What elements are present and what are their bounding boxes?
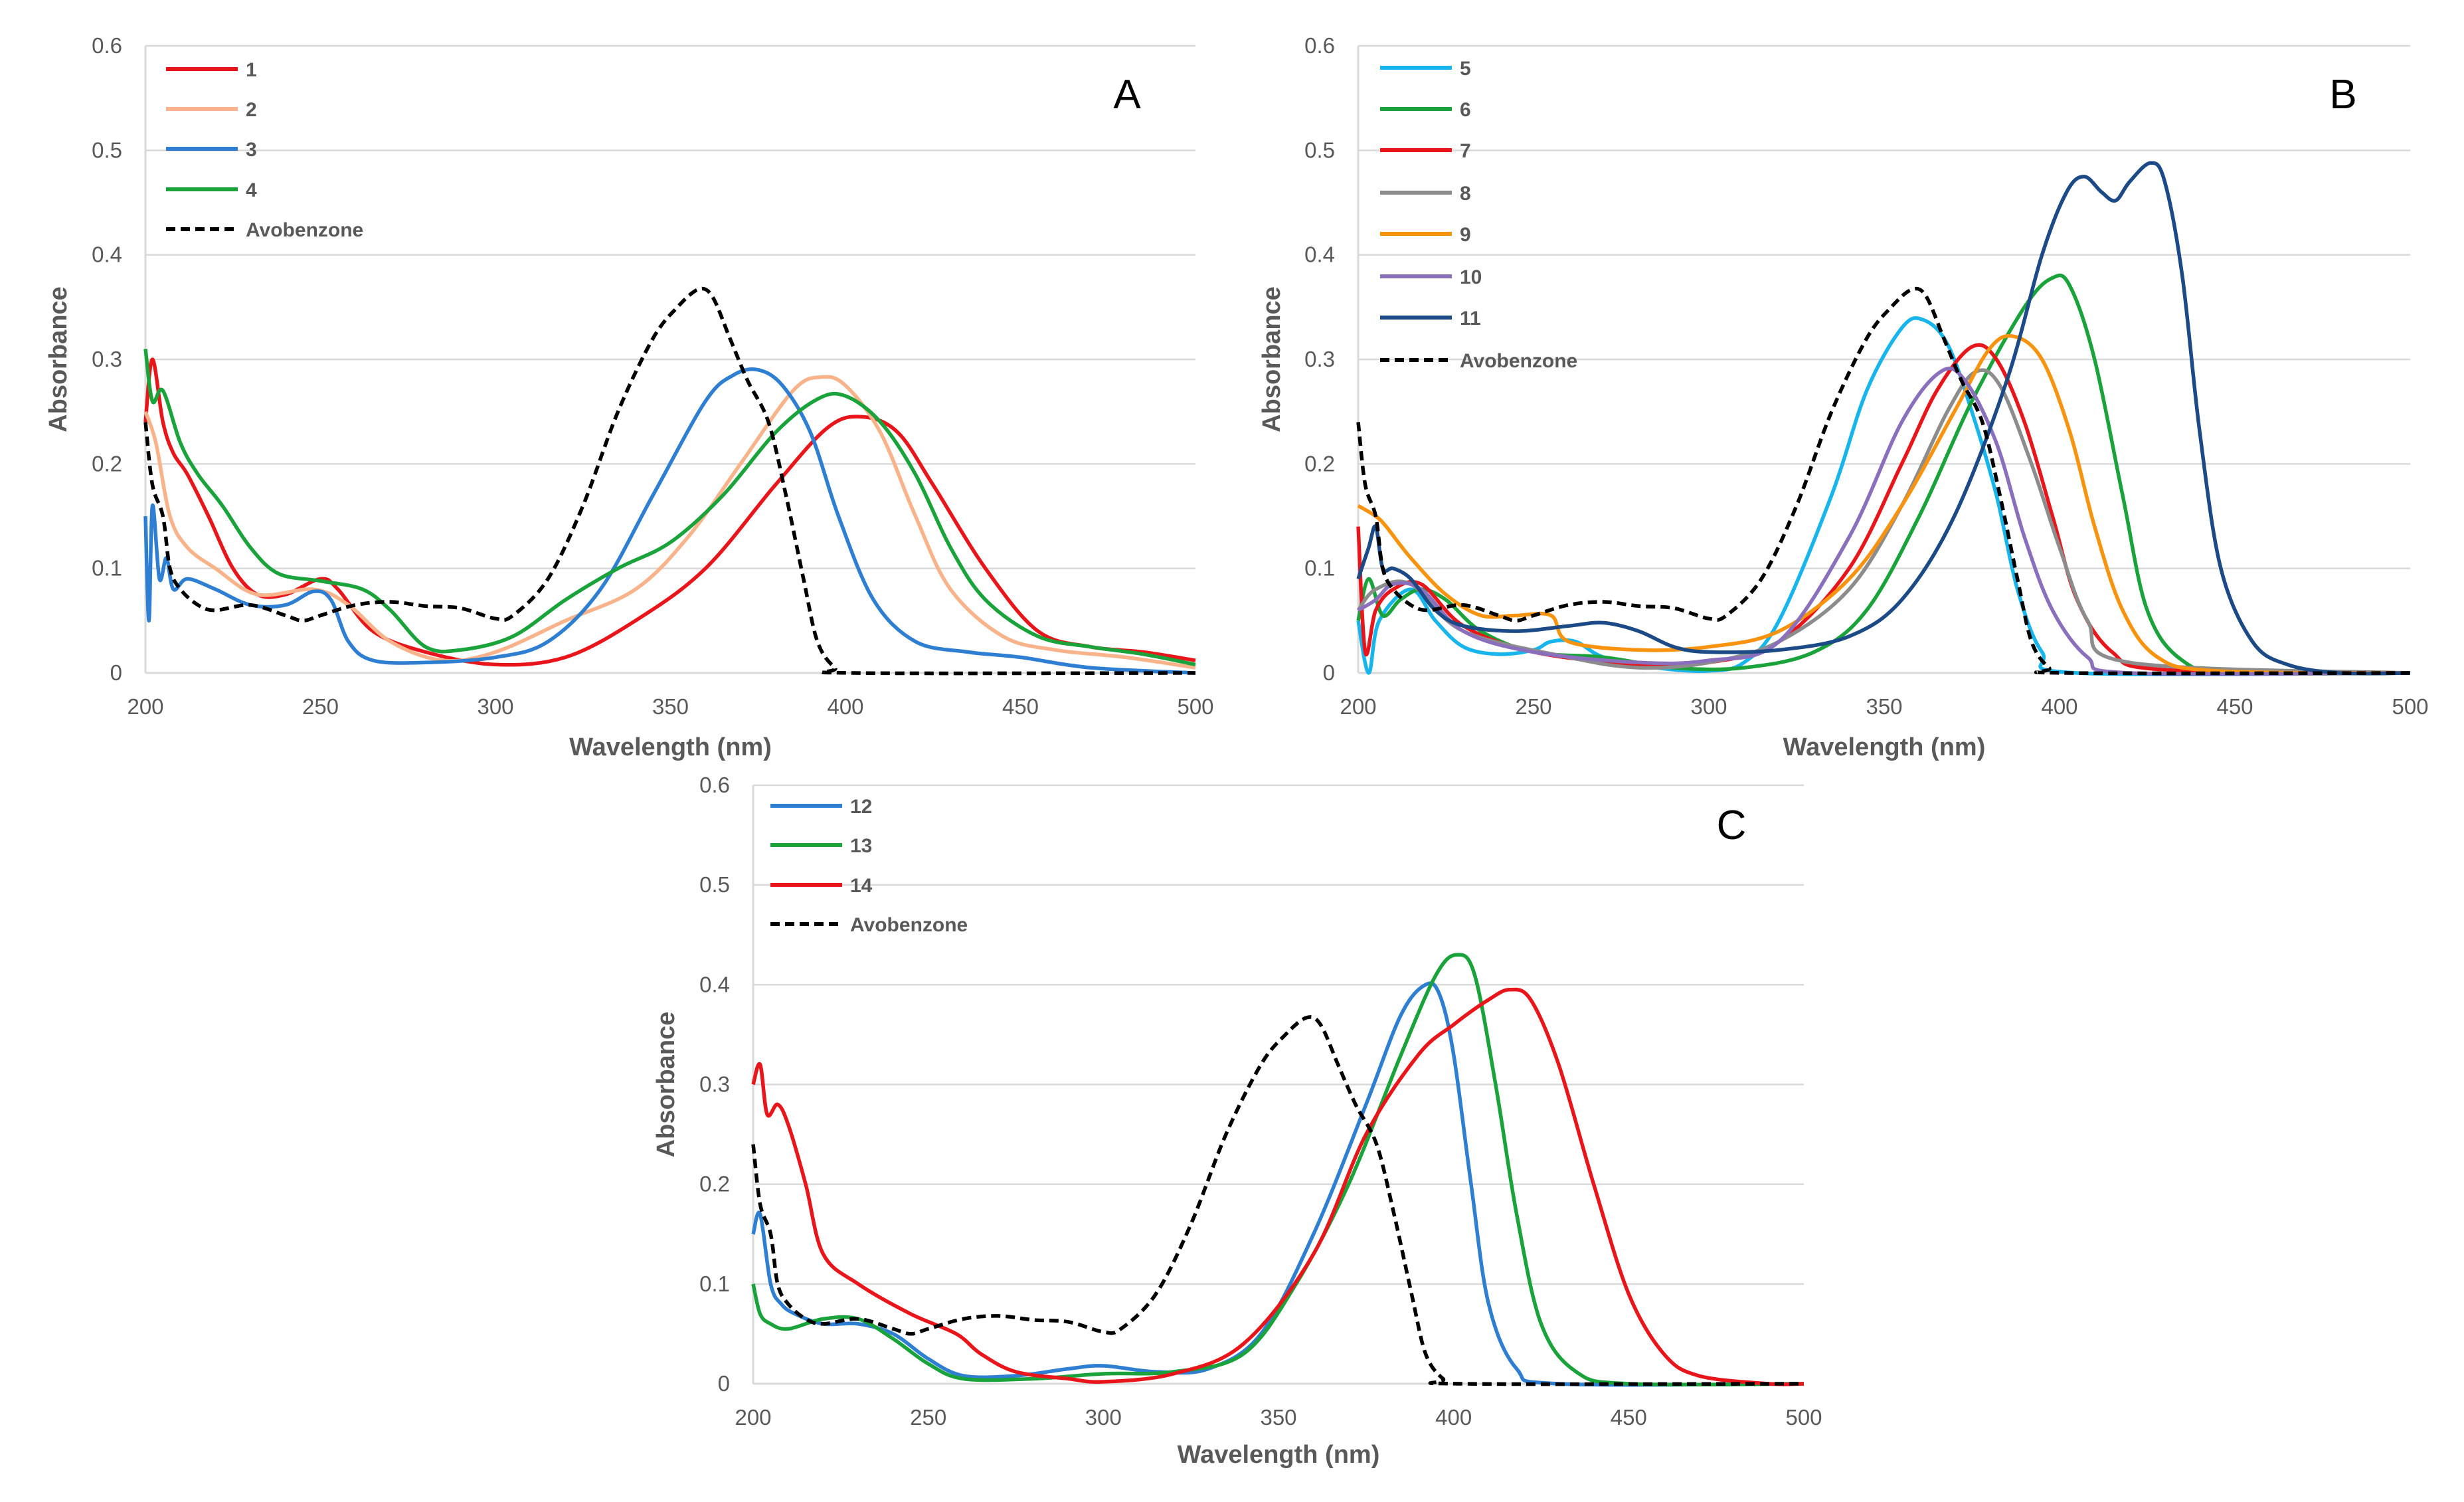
x-tick-label: 450 xyxy=(1611,1405,1647,1430)
legend-label: 12 xyxy=(850,796,872,818)
legend-label: 8 xyxy=(1460,183,1471,205)
x-tick-label: 400 xyxy=(2041,694,2077,719)
y-tick-label: 0.3 xyxy=(1304,347,1335,371)
y-tick-label: 0.4 xyxy=(92,242,122,267)
y-tick-label: 0.5 xyxy=(1304,138,1335,162)
x-tick-label: 300 xyxy=(1085,1405,1122,1430)
legend-label: Avobenzone xyxy=(1460,350,1577,372)
y-tick-label: 0 xyxy=(718,1371,730,1396)
legend-label: 2 xyxy=(246,99,257,121)
y-tick-label: 0.4 xyxy=(699,972,730,996)
series-line-10 xyxy=(1357,366,2411,676)
x-tick-label: 400 xyxy=(827,694,863,719)
series-line-2 xyxy=(143,375,1196,670)
series-line-3 xyxy=(143,367,1196,675)
series-line-7 xyxy=(1356,343,2411,675)
y-axis-title: Absorbance xyxy=(44,286,72,432)
y-tick-label: 0.2 xyxy=(1304,451,1335,476)
y-tick-label: 0.3 xyxy=(699,1072,730,1097)
y-tick-label: 0.1 xyxy=(699,1271,730,1296)
y-tick-label: 0.3 xyxy=(92,347,122,371)
series-line-8 xyxy=(1356,368,2411,675)
series-line-avobenzone xyxy=(1356,286,2411,676)
legend-label: Avobenzone xyxy=(246,219,363,241)
panel-label: C xyxy=(1717,802,1747,848)
y-tick-label: 0.5 xyxy=(92,138,122,162)
x-tick-label: 350 xyxy=(652,694,689,719)
y-tick-label: 0.1 xyxy=(92,556,122,581)
x-tick-label: 500 xyxy=(2392,694,2428,719)
legend-label: 11 xyxy=(1460,308,1481,329)
legend-label: 9 xyxy=(1460,224,1471,246)
legend-label: 7 xyxy=(1460,140,1471,162)
x-tick-label: 200 xyxy=(735,1405,771,1430)
legend-label: 4 xyxy=(246,179,257,201)
x-tick-label: 500 xyxy=(1177,694,1213,719)
x-axis-title: Wavelength (nm) xyxy=(1783,733,1986,761)
chart-panel-a: 0 0.1 0.2 0.3 0.4 0.5 0.6 200 250 300 350 400 450 500… xyxy=(44,33,1214,761)
x-axis-title: Wavelength (nm) xyxy=(569,733,772,761)
x-tick-label: 250 xyxy=(1515,694,1551,719)
y-tick-label: 0.2 xyxy=(92,451,122,476)
series-line-14 xyxy=(751,987,1804,1386)
series-line-avobenzone xyxy=(751,1015,1804,1386)
y-tick-label: 0 xyxy=(110,660,122,685)
x-tick-label: 300 xyxy=(477,694,513,719)
y-tick-label: 0.6 xyxy=(699,773,730,797)
legend-label: 10 xyxy=(1460,266,1482,288)
series-line-5 xyxy=(1356,316,2411,677)
legend-label: 1 xyxy=(246,59,257,81)
x-tick-label: 250 xyxy=(302,694,339,719)
legend-label: 3 xyxy=(246,139,257,161)
series-line-4 xyxy=(143,348,1196,667)
x-tick-label: 450 xyxy=(2216,694,2253,719)
chart-panel-b: 0 0.1 0.2 0.3 0.4 0.5 0.6 200 250 300 350 400 450 500… xyxy=(1258,33,2429,761)
y-tick-label: 0 xyxy=(1323,660,1335,685)
x-tick-label: 250 xyxy=(910,1405,946,1430)
series-line-6 xyxy=(1356,273,2411,676)
x-tick-label: 500 xyxy=(1785,1405,1822,1430)
x-tick-label: 200 xyxy=(127,694,163,719)
legend-label: 14 xyxy=(850,875,873,897)
legend-label: Avobenzone xyxy=(850,914,968,936)
y-axis-title: Absorbance xyxy=(652,1012,680,1158)
series-line-13 xyxy=(751,953,1804,1387)
y-tick-label: 0.5 xyxy=(699,872,730,897)
panel-label: A xyxy=(1113,72,1141,118)
series-line-11 xyxy=(1356,161,2411,676)
legend-label: 5 xyxy=(1460,58,1471,80)
x-tick-label: 400 xyxy=(1435,1405,1472,1430)
series-line-avobenzone xyxy=(143,286,1196,676)
series-line-1 xyxy=(143,357,1196,667)
x-tick-label: 300 xyxy=(1690,694,1727,719)
y-tick-label: 0.4 xyxy=(1304,242,1335,267)
x-tick-label: 350 xyxy=(1260,1405,1296,1430)
y-tick-label: 0.6 xyxy=(92,33,122,58)
x-axis-title: Wavelength (nm) xyxy=(1178,1441,1380,1469)
x-tick-label: 450 xyxy=(1002,694,1039,719)
panel-label: B xyxy=(2329,72,2356,118)
y-tick-label: 0.1 xyxy=(1304,556,1335,581)
chart-panel-c: 0 0.1 0.2 0.3 0.4 0.5 0.6 200 250 300 350 400 450 500… xyxy=(652,773,1822,1469)
legend-label: 13 xyxy=(850,835,872,857)
y-axis-title: Absorbance xyxy=(1258,286,1286,432)
legend-label: 6 xyxy=(1460,99,1471,121)
x-tick-label: 200 xyxy=(1340,694,1376,719)
y-tick-label: 0.2 xyxy=(699,1172,730,1196)
x-tick-label: 350 xyxy=(1866,694,1902,719)
series-line-9 xyxy=(1357,333,2411,675)
y-tick-label: 0.6 xyxy=(1304,33,1335,58)
